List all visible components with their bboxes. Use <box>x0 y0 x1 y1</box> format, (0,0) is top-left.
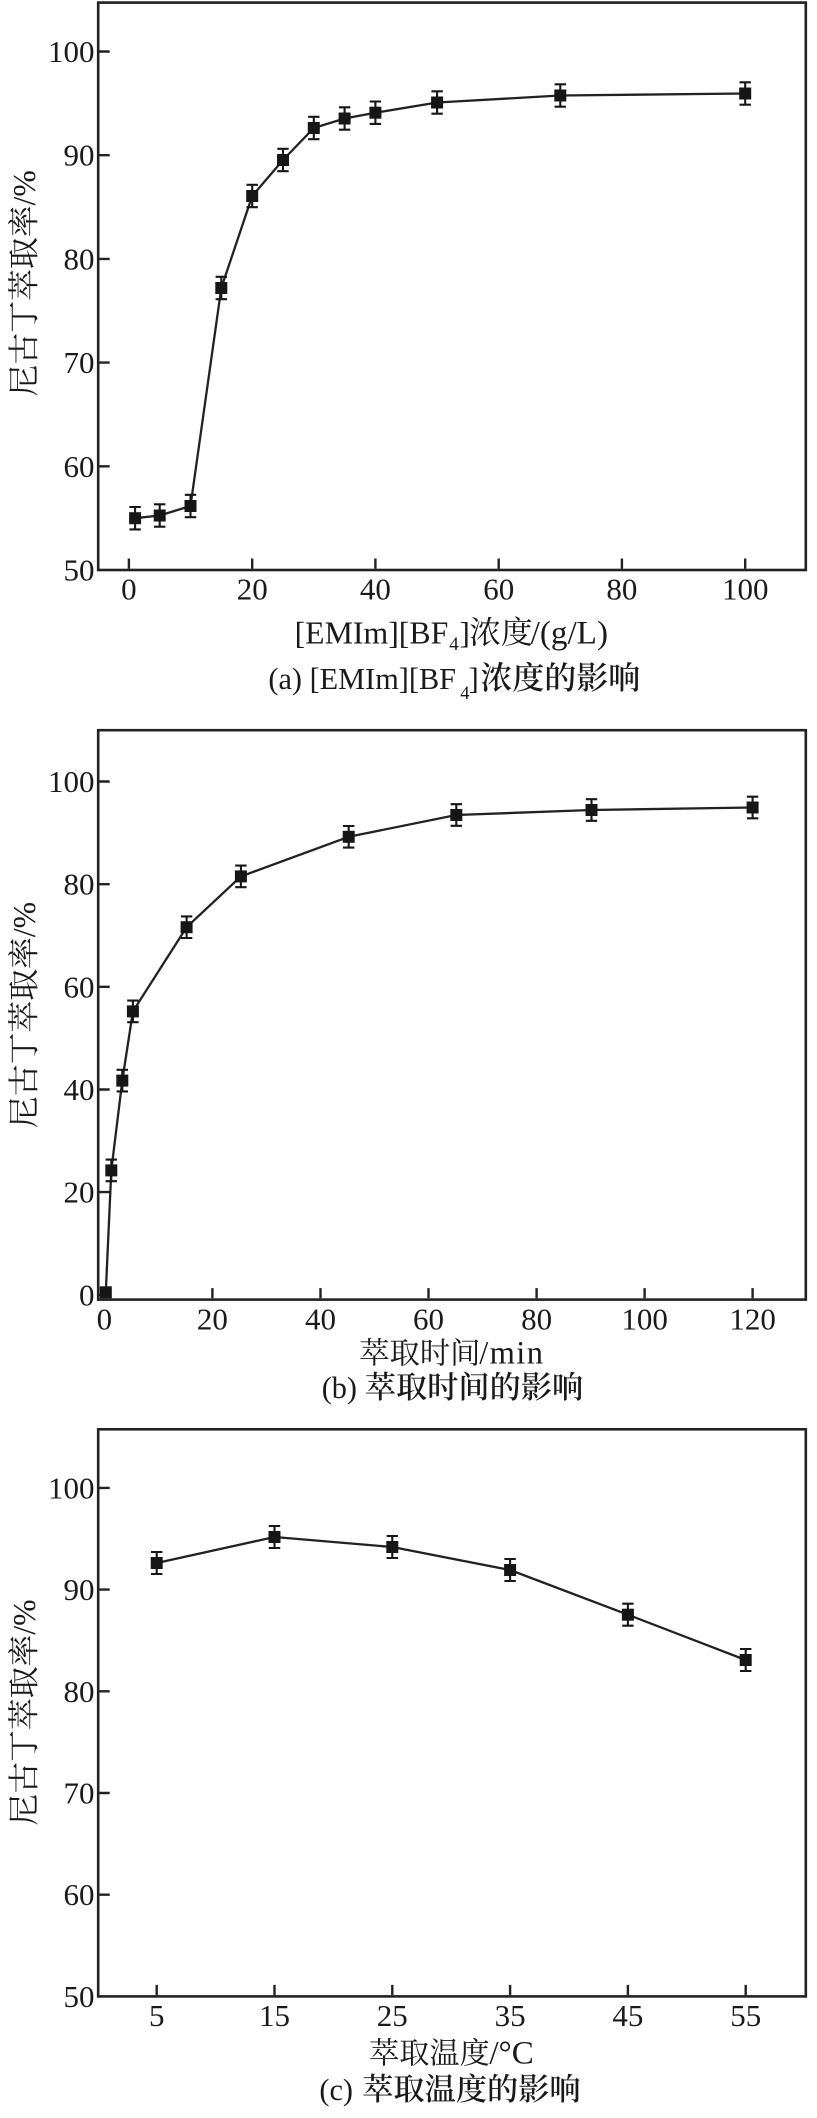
svg-text:60: 60 <box>64 1877 95 1912</box>
svg-text:70: 70 <box>64 345 95 380</box>
svg-text:40: 40 <box>64 1072 95 1107</box>
svg-text:55: 55 <box>730 1998 761 2033</box>
svg-text:15: 15 <box>259 1998 290 2033</box>
svg-text:60: 60 <box>64 969 95 1004</box>
svg-text:0: 0 <box>121 572 137 607</box>
svg-text:40: 40 <box>360 572 391 607</box>
svg-text:60: 60 <box>64 449 95 484</box>
svg-text:80: 80 <box>521 1302 552 1337</box>
svg-text:20: 20 <box>64 1175 95 1210</box>
svg-text:4: 4 <box>460 684 469 704</box>
svg-text:45: 45 <box>612 1998 643 2033</box>
svg-text:80: 80 <box>64 241 95 276</box>
svg-text:4: 4 <box>449 634 459 655</box>
svg-text:100: 100 <box>48 764 95 799</box>
svg-text:20: 20 <box>237 572 268 607</box>
svg-text:0: 0 <box>97 1302 113 1337</box>
svg-text:100: 100 <box>722 572 769 607</box>
svg-text:/min: /min <box>479 1336 544 1372</box>
svg-text:/°C: /°C <box>489 2036 533 2072</box>
svg-text:80: 80 <box>606 572 637 607</box>
svg-text:80: 80 <box>64 867 95 902</box>
svg-text:100: 100 <box>48 1470 95 1505</box>
svg-text:100: 100 <box>621 1302 668 1337</box>
svg-text:80: 80 <box>64 1674 95 1709</box>
svg-text:(a) [EMIm][BF: (a) [EMIm][BF <box>268 662 456 696</box>
svg-text:120: 120 <box>729 1302 776 1337</box>
svg-text:/(g/L): /(g/L) <box>531 615 608 652</box>
svg-text:(c): (c) <box>319 2073 353 2107</box>
svg-text:0: 0 <box>79 1277 95 1312</box>
svg-text:25: 25 <box>377 1998 408 2033</box>
svg-text:20: 20 <box>197 1302 228 1337</box>
svg-text:]: ] <box>460 616 470 651</box>
svg-text:50: 50 <box>64 553 95 588</box>
svg-text:70: 70 <box>64 1776 95 1811</box>
svg-text:40: 40 <box>305 1302 336 1337</box>
svg-text:100: 100 <box>48 34 95 69</box>
svg-text:]: ] <box>469 662 479 696</box>
svg-text:60: 60 <box>413 1302 444 1337</box>
svg-text:(b): (b) <box>322 1371 357 1405</box>
svg-text:90: 90 <box>64 138 95 173</box>
svg-text:35: 35 <box>495 1998 526 2033</box>
svg-text:90: 90 <box>64 1572 95 1607</box>
svg-text:50: 50 <box>64 1979 95 2014</box>
svg-text:60: 60 <box>483 572 514 607</box>
svg-text:5: 5 <box>149 1998 165 2033</box>
svg-text:[EMIm][BF: [EMIm][BF <box>295 616 449 651</box>
